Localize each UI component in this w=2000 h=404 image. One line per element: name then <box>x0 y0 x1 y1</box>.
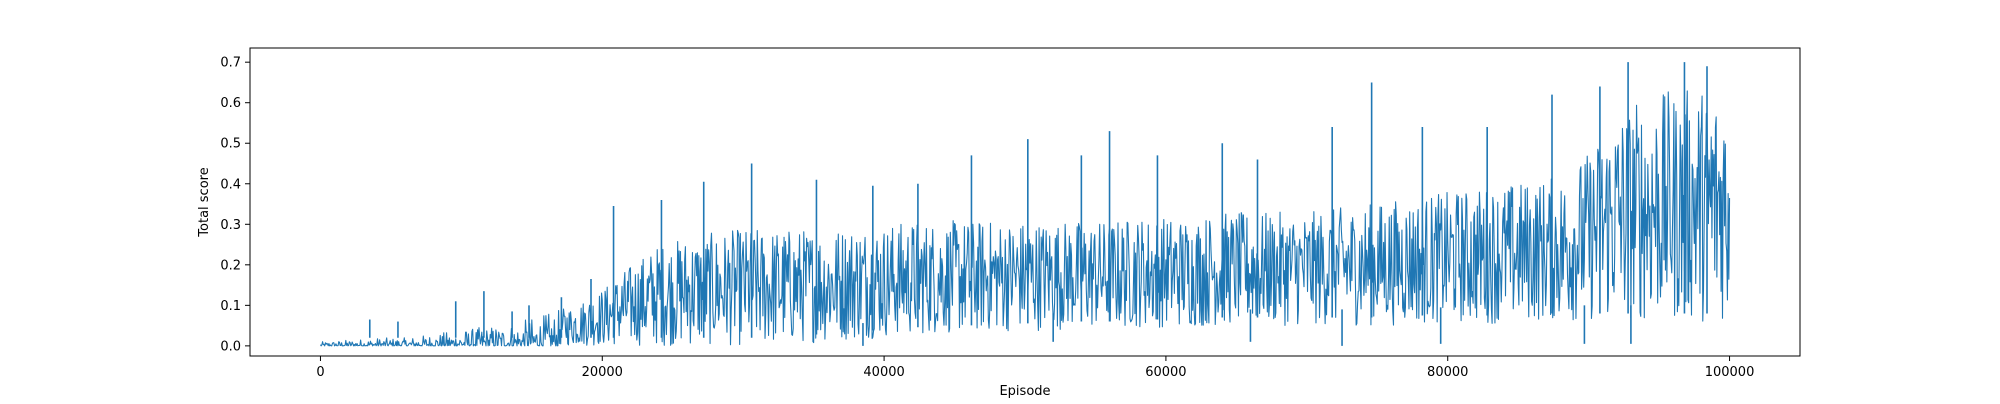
x-tick-label-3: 60000 <box>1145 365 1186 380</box>
y-tick-label-5: 0.5 <box>220 137 241 152</box>
x-tick-label-0: 0 <box>316 365 324 380</box>
y-tick-label-4: 0.4 <box>220 177 241 192</box>
y-tick-label-0: 0.0 <box>220 339 241 354</box>
y-tick-label-7: 0.7 <box>220 56 241 71</box>
plot-frame <box>249 47 1801 357</box>
x-tick-label-2: 40000 <box>863 365 904 380</box>
x-tick-label-4: 80000 <box>1427 365 1468 380</box>
y-tick-label-3: 0.3 <box>220 218 241 233</box>
y-axis: 0.0 0.1 0.2 0.3 0.4 0.5 0.6 0.7 <box>220 56 250 354</box>
series-layer <box>319 62 1731 347</box>
y-tick-label-6: 0.6 <box>220 96 241 111</box>
x-tick-label-1: 20000 <box>582 365 623 380</box>
x-axis: 0 20000 40000 60000 80000 100000 <box>316 356 1754 380</box>
y-axis-label: Total score <box>197 167 212 237</box>
x-tick-label-5: 100000 <box>1705 365 1755 380</box>
y-tick-label-1: 0.1 <box>220 299 241 314</box>
series-line-total-score <box>319 90 1731 347</box>
x-axis-label: Episode <box>999 384 1050 399</box>
y-tick-label-2: 0.2 <box>220 258 241 273</box>
